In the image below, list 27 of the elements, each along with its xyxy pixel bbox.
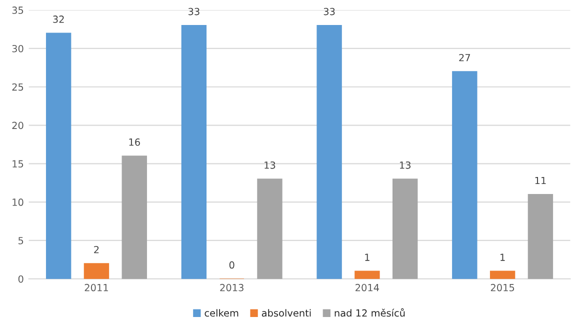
y-tick-label: 0 [18, 275, 24, 283]
x-tick-label: 2013 [220, 284, 244, 292]
y-tick-label: 30 [12, 44, 24, 52]
x-tick-label: 2014 [356, 284, 380, 292]
data-label: 2 [94, 246, 99, 254]
data-label: 13 [264, 161, 276, 169]
data-label: 33 [324, 8, 335, 16]
x-tick-label: 2015 [490, 284, 514, 292]
data-label: 33 [188, 8, 200, 16]
legend-label: absolventi [262, 309, 311, 317]
legend-label: celkem [204, 309, 238, 317]
y-tick-label: 20 [12, 122, 24, 130]
data-label: 27 [459, 54, 470, 62]
data-label: 1 [500, 254, 505, 261]
y-tick-label: 15 [12, 160, 24, 168]
y-tick-label: 35 [12, 6, 24, 14]
data-label: 16 [129, 138, 140, 146]
y-tick-label: 25 [12, 83, 24, 91]
data-label: 11 [535, 176, 546, 184]
x-tick-label: 2011 [84, 284, 108, 292]
y-tick-label: 5 [18, 237, 24, 244]
data-label: 1 [365, 254, 370, 261]
data-label: 32 [53, 16, 64, 23]
legend-label: nad 12 měsíců [334, 308, 405, 317]
y-tick-label: 10 [12, 198, 24, 206]
data-label: 0 [229, 261, 234, 269]
data-label: 13 [400, 161, 411, 169]
